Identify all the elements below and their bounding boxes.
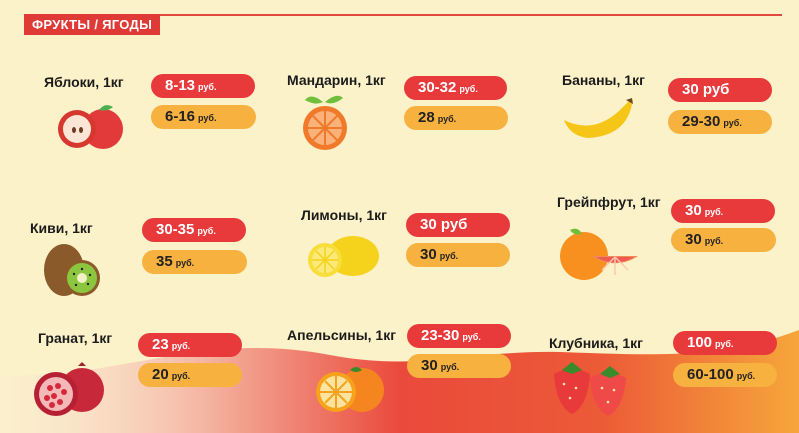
price-wholesale-kiwi: 35 руб. bbox=[142, 250, 247, 274]
pomegranate-icon bbox=[34, 362, 104, 416]
item-name-grapefruit: Грейпфрут, 1кг bbox=[557, 194, 661, 210]
price-retail-grapefruit: 30 руб. bbox=[671, 199, 775, 223]
price-wholesale-oranges: 30 руб. bbox=[407, 354, 511, 378]
price-retail-bananas: 30 руб bbox=[668, 78, 772, 102]
price-wholesale-lemons: 30 руб. bbox=[406, 243, 510, 267]
price-wholesale-apples: 6-16 руб. bbox=[151, 105, 256, 129]
tangerine-icon bbox=[303, 95, 347, 150]
page-title: ФРУКТЫ / ЯГОДЫ bbox=[24, 14, 161, 35]
price-retail-lemons: 30 руб bbox=[406, 213, 510, 237]
apple-icon bbox=[58, 105, 123, 149]
price-wholesale-pomegranate: 20 руб. bbox=[138, 363, 242, 387]
item-name-lemons: Лимоны, 1кг bbox=[301, 207, 387, 223]
item-name-pomegranate: Гранат, 1кг bbox=[38, 330, 113, 346]
item-name-apples: Яблоки, 1кг bbox=[44, 74, 124, 90]
header-rule bbox=[24, 14, 782, 16]
grapefruit-icon bbox=[560, 228, 638, 280]
price-wholesale-strawberry: 60-100 руб. bbox=[673, 363, 777, 387]
item-name-oranges: Апельсины, 1кг bbox=[287, 327, 397, 343]
price-retail-apples: 8-13 руб. bbox=[151, 74, 255, 98]
strawberry-icon bbox=[554, 362, 626, 416]
kiwi-icon bbox=[44, 244, 100, 296]
price-wholesale-grapefruit: 30 руб. bbox=[671, 228, 776, 252]
price-retail-strawberry: 100 руб. bbox=[673, 331, 777, 355]
item-name-strawberry: Клубника, 1кг bbox=[549, 335, 643, 351]
lemon-icon bbox=[308, 236, 379, 277]
item-name-bananas: Бананы, 1кг bbox=[562, 72, 645, 88]
orange-icon bbox=[316, 367, 384, 412]
price-retail-tangerine: 30-32 руб. bbox=[404, 76, 507, 100]
price-wholesale-bananas: 29-30 руб. bbox=[668, 110, 772, 134]
price-retail-kiwi: 30-35 руб. bbox=[142, 218, 246, 242]
price-wholesale-tangerine: 28 руб. bbox=[404, 106, 508, 130]
price-retail-oranges: 23-30 руб. bbox=[407, 324, 511, 348]
banana-icon bbox=[564, 98, 633, 138]
item-name-tangerine: Мандарин, 1кг bbox=[287, 72, 386, 88]
price-retail-pomegranate: 23 руб. bbox=[138, 333, 242, 357]
item-name-kiwi: Киви, 1кг bbox=[30, 220, 93, 236]
